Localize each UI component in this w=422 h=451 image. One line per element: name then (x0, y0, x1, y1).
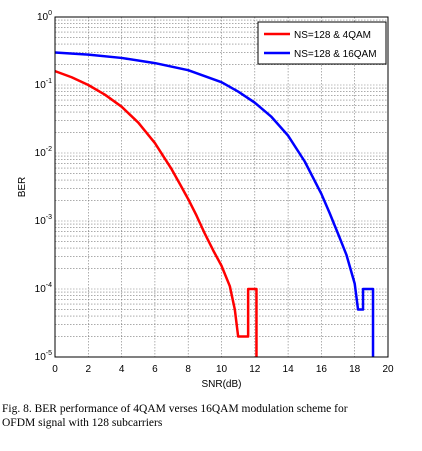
y-tick-label: 10-4 (35, 282, 52, 295)
y-tick-label: 10-2 (35, 146, 52, 159)
x-tick-label: 18 (349, 364, 361, 375)
y-tick-label: 10-5 (35, 350, 52, 363)
y-tick-label: 10-3 (35, 214, 52, 227)
y-tick-label: 10-1 (35, 78, 52, 91)
x-tick-label: 6 (152, 364, 158, 375)
ber-chart: 0 2 4 6 8 10 12 14 16 18 20 100 10-1 10-2 10-3 10-4 10-5… (0, 0, 422, 400)
x-tick-label: 16 (316, 364, 328, 375)
caption-line-2: OFDM signal with 128 subcarriers (2, 417, 162, 429)
legend: NS=128 & 4QAM NS=128 & 16QAM (258, 22, 386, 64)
x-tick-label: 0 (52, 364, 58, 375)
figure-caption: Fig. 8. BER performance of 4QAM verses 1… (2, 402, 420, 430)
y-axis-label: BER (17, 177, 28, 198)
legend-label-16qam: NS=128 & 16QAM (294, 49, 377, 60)
x-tick-label: 2 (86, 364, 92, 375)
y-tick-label: 100 (37, 10, 52, 23)
legend-label-4qam: NS=128 & 4QAM (294, 30, 371, 41)
x-tick-label: 10 (216, 364, 228, 375)
x-tick-label: 8 (185, 364, 191, 375)
x-tick-label: 20 (382, 364, 394, 375)
x-tick-label: 12 (249, 364, 261, 375)
x-axis-label: SNR(dB) (201, 379, 241, 390)
caption-line-1: Fig. 8. BER performance of 4QAM verses 1… (2, 403, 348, 415)
x-tick-label: 4 (119, 364, 125, 375)
x-tick-label: 14 (283, 364, 295, 375)
